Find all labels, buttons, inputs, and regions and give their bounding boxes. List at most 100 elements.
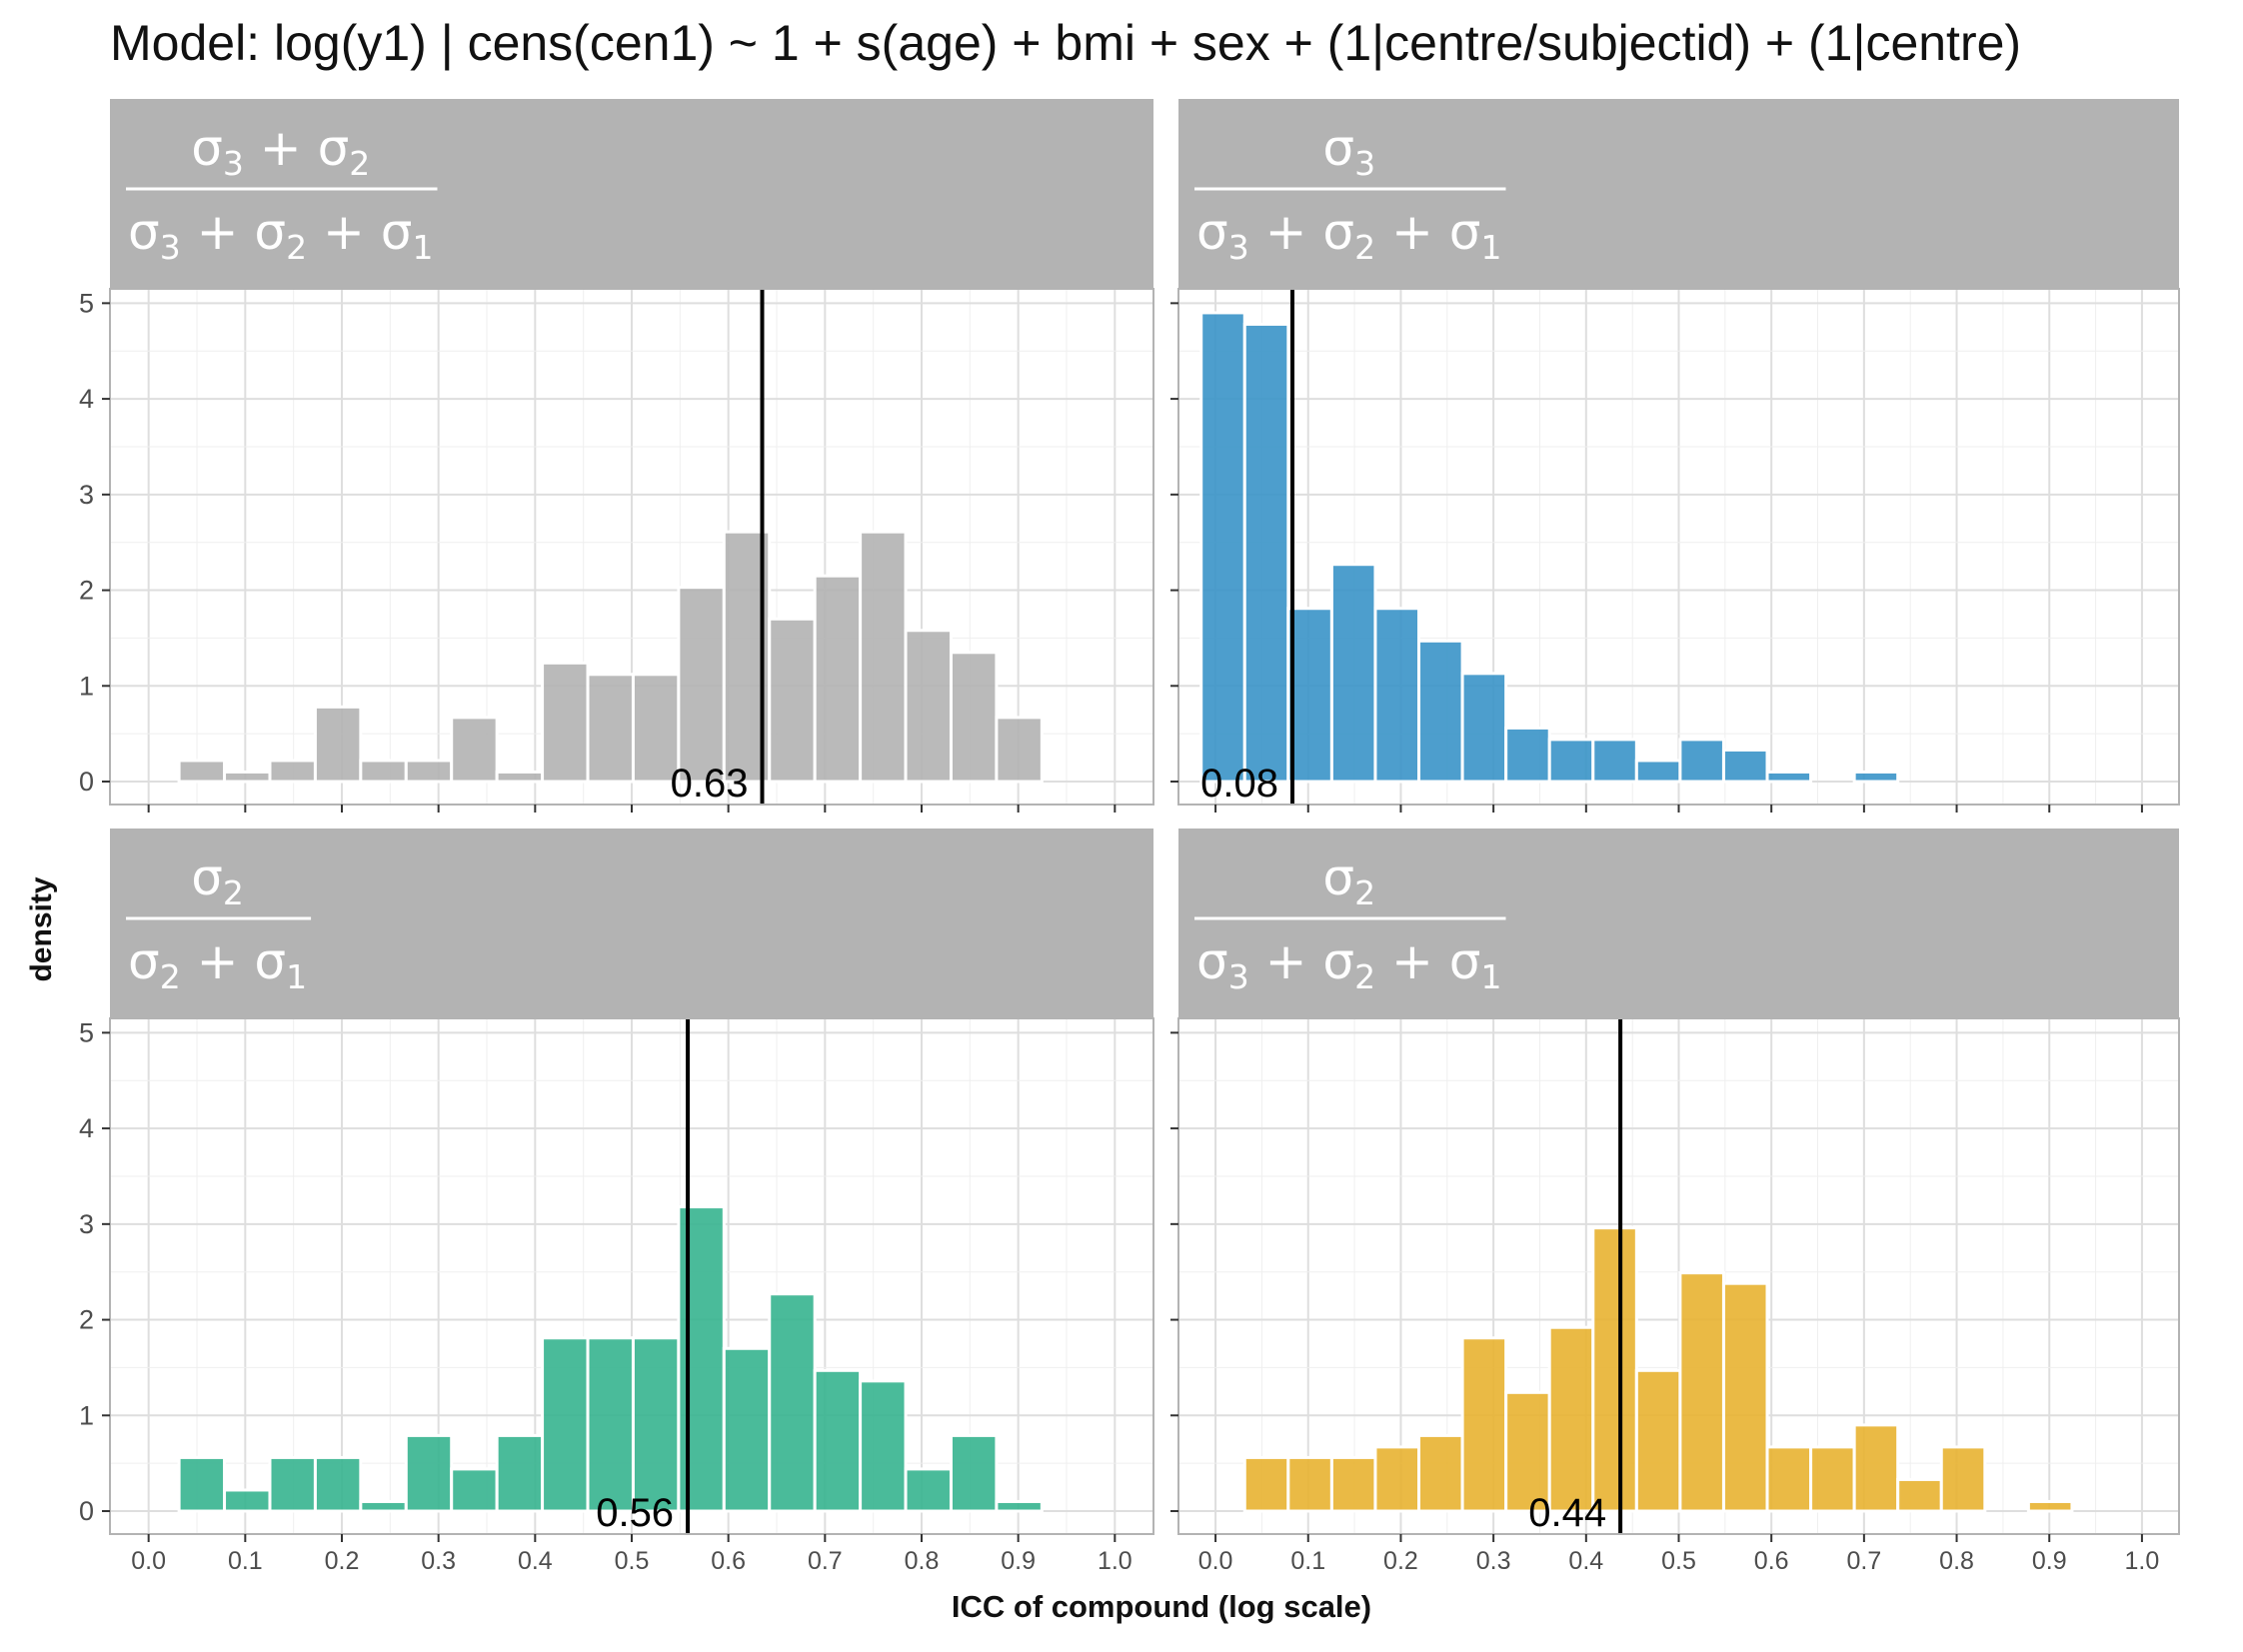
- histogram-bar: [722, 1346, 772, 1513]
- histogram-bar: [1242, 1455, 1290, 1513]
- y-tick-label: 3: [79, 1209, 94, 1239]
- x-tick-label: 0.1: [1290, 1547, 1325, 1575]
- facet-strip: [1178, 99, 2179, 289]
- facet-panel-3: σ2 + σ1 σ2 0.56 0 1 2 3 4 5 0.0 0.1 0.2 0.3 0.4 0.5 0.6…: [79, 828, 1154, 1575]
- strip-numerator: σ2: [1322, 848, 1375, 912]
- histogram-bar: [768, 617, 817, 784]
- x-tick-label: 0.7: [1846, 1547, 1881, 1575]
- histogram-bar: [1591, 738, 1638, 784]
- y-tick-label: 4: [79, 1113, 94, 1143]
- y-tick-label: 4: [79, 384, 94, 414]
- histogram-bar: [223, 1488, 272, 1513]
- histogram-bar: [2026, 1499, 2074, 1513]
- histogram-bar: [268, 1455, 317, 1513]
- y-tick-label: 5: [79, 288, 94, 318]
- strip-denominator: σ3 + σ2 + σ1: [128, 203, 433, 267]
- reference-label: 0.63: [671, 762, 749, 806]
- histogram-bar: [495, 1433, 545, 1513]
- histogram-bar: [1504, 1390, 1551, 1513]
- histogram-bar: [586, 673, 635, 784]
- histogram-bar: [1678, 1271, 1725, 1513]
- x-tick-label: 0.1: [228, 1547, 263, 1575]
- histogram-bar: [1242, 322, 1290, 784]
- histogram-bar: [995, 716, 1044, 784]
- histogram-bar: [177, 1455, 227, 1513]
- strip-denominator: σ3 + σ2 + σ1: [1196, 203, 1501, 267]
- x-tick-label: 0.7: [808, 1547, 843, 1575]
- x-tick-label: 0.4: [1568, 1547, 1603, 1575]
- x-axis-label: ICC of compound (log scale): [951, 1589, 1372, 1624]
- histogram-bar: [859, 1379, 908, 1513]
- facet-strip: [110, 828, 1153, 1018]
- histogram-bar: [1460, 1336, 1508, 1513]
- histogram-bar: [1809, 1445, 1856, 1513]
- facet-panel-1: σ3 + σ2 + σ1 σ3 + σ2 0.63 0 1 2 3 4 5: [79, 99, 1154, 813]
- y-tick-label: 1: [79, 1400, 94, 1430]
- histogram-bar: [1721, 748, 1769, 784]
- histogram-bar: [1547, 738, 1595, 784]
- histogram-bar: [359, 759, 408, 784]
- histogram-bar: [1373, 1445, 1421, 1513]
- histogram-bar: [1852, 770, 1900, 784]
- histogram-bar: [813, 574, 863, 784]
- chart-title: Model: log(y1) | cens(cen1) ~ 1 + s(age)…: [110, 15, 2022, 71]
- strip-denominator: σ2 + σ1: [128, 932, 307, 996]
- histogram-bar: [859, 530, 908, 784]
- histogram-bar: [1721, 1281, 1769, 1513]
- histogram-bar: [1591, 1226, 1638, 1513]
- histogram-bar: [1417, 639, 1464, 784]
- facet-panel-2: σ3 + σ2 + σ1 σ3 0.08: [1170, 99, 2180, 813]
- histogram-bar: [313, 705, 363, 784]
- x-tick-label: 0.9: [2032, 1547, 2067, 1575]
- facet-strip: [1178, 828, 2179, 1018]
- histogram-bar: [949, 1433, 999, 1513]
- histogram-bar: [949, 651, 999, 784]
- reference-label: 0.44: [1528, 1491, 1606, 1535]
- histogram-bar: [1896, 1477, 1943, 1513]
- histogram-bar: [1765, 770, 1813, 784]
- x-tick-label: 0.2: [1383, 1547, 1418, 1575]
- histogram-bar: [586, 1336, 635, 1513]
- x-tick-label: 1.0: [1098, 1547, 1132, 1575]
- facet-strip: [110, 99, 1153, 289]
- histogram-bar: [1634, 1368, 1682, 1513]
- histogram-bar: [223, 770, 272, 784]
- x-tick-label: 0.0: [131, 1547, 166, 1575]
- x-tick-label: 0.6: [711, 1547, 746, 1575]
- histogram-bar: [1417, 1433, 1464, 1513]
- histogram-bar: [450, 1467, 499, 1513]
- reference-label: 0.56: [596, 1491, 674, 1535]
- x-tick-label: 0.5: [1661, 1547, 1696, 1575]
- histogram-bar: [677, 586, 726, 784]
- histogram-bar: [495, 770, 545, 784]
- y-tick-label: 2: [79, 576, 94, 606]
- x-tick-label: 0.8: [905, 1547, 940, 1575]
- y-tick-label: 0: [79, 767, 94, 797]
- x-tick-label: 0.9: [1001, 1547, 1036, 1575]
- histogram-bar: [359, 1499, 408, 1513]
- x-tick-label: 0.5: [615, 1547, 650, 1575]
- facet-panel-4: σ3 + σ2 + σ1 σ2 0.44 0.0 0.1 0.2 0.3 0.4 0.5 0.6 0…: [1170, 828, 2180, 1575]
- reference-label: 0.08: [1200, 762, 1278, 806]
- histogram-bar: [1199, 311, 1246, 784]
- histogram-bar: [904, 1467, 953, 1513]
- histogram-bar: [313, 1455, 363, 1513]
- histogram-bar: [177, 759, 227, 784]
- strip-numerator: σ3 + σ2: [191, 119, 370, 183]
- x-tick-label: 0.6: [1754, 1547, 1789, 1575]
- strip-denominator: σ3 + σ2 + σ1: [1196, 932, 1501, 996]
- x-tick-label: 0.2: [325, 1547, 360, 1575]
- histogram-bar: [404, 1433, 454, 1513]
- histogram-bar: [541, 1336, 590, 1513]
- histogram-bar: [813, 1368, 863, 1513]
- histogram-bar: [1460, 672, 1508, 784]
- histogram-bar: [1939, 1445, 1987, 1513]
- histogram-bar: [995, 1499, 1044, 1513]
- histogram-bar: [1852, 1423, 1900, 1513]
- histogram-bar: [450, 716, 499, 784]
- histogram-bar: [1373, 607, 1421, 784]
- y-tick-label: 0: [79, 1496, 94, 1526]
- strip-numerator: σ2: [191, 848, 244, 912]
- x-tick-label: 0.3: [1476, 1547, 1511, 1575]
